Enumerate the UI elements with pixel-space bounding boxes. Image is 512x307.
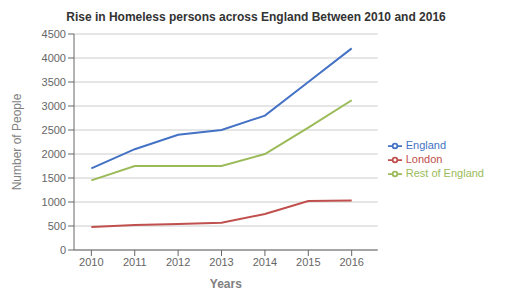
svg-text:4500: 4500: [42, 28, 66, 40]
svg-text:500: 500: [48, 220, 66, 232]
svg-text:2000: 2000: [42, 148, 66, 160]
svg-text:4000: 4000: [42, 52, 66, 64]
svg-text:2500: 2500: [42, 124, 66, 136]
html-text:London: London: [405, 153, 443, 165]
svg-text:2016: 2016: [339, 256, 363, 268]
svg-text:Number of People: Number of People: [10, 93, 24, 190]
svg-text:3500: 3500: [42, 76, 66, 88]
svg-text:2011: 2011: [123, 256, 147, 268]
svg-text:0: 0: [60, 244, 66, 256]
svg-text:1000: 1000: [42, 196, 66, 208]
html-text:Rest of England: Rest of England: [405, 167, 484, 179]
svg-text:2014: 2014: [253, 256, 277, 268]
svg-text:2010: 2010: [79, 256, 103, 268]
svg-text:2015: 2015: [296, 256, 320, 268]
svg-text:3000: 3000: [42, 100, 66, 112]
svg-text:2013: 2013: [209, 256, 233, 268]
svg-text:2012: 2012: [166, 256, 190, 268]
html-text:Rise in Homeless persons acros: Rise in Homeless persons across England …: [66, 10, 446, 24]
svg-text:1500: 1500: [42, 172, 66, 184]
svg-text:Years: Years: [210, 277, 242, 291]
html-text:England: England: [405, 138, 447, 151]
